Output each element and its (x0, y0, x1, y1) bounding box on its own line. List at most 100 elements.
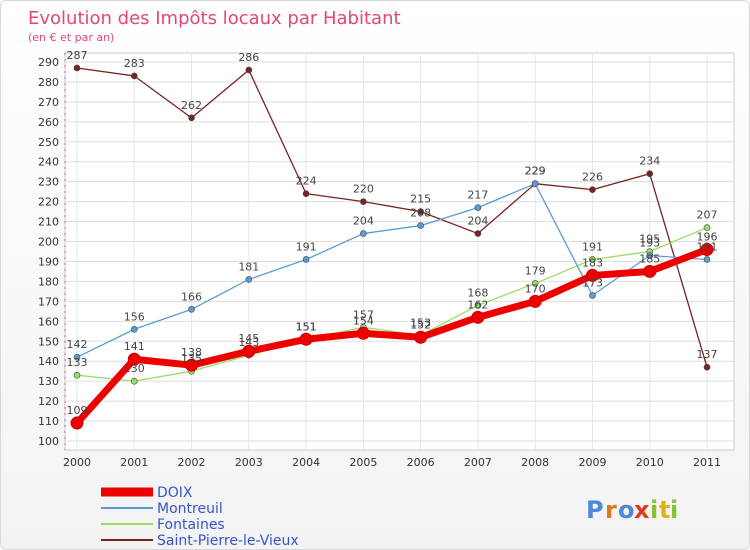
data-label: 156 (124, 310, 145, 323)
y-tick-label: 180 (38, 275, 59, 288)
data-label: 151 (296, 320, 317, 333)
data-label: 283 (124, 57, 145, 70)
x-tick-label: 2010 (636, 456, 664, 469)
data-point (360, 230, 367, 237)
data-point (703, 363, 711, 371)
data-label: 224 (296, 175, 317, 188)
data-label: 138 (181, 346, 202, 359)
x-tick-label: 2009 (578, 456, 606, 469)
data-label: 191 (697, 240, 718, 253)
data-labels: 109 141 138 145 151 154 152 162 170 183 185 196 142 1… (67, 49, 718, 417)
data-point (703, 224, 711, 231)
data-point (474, 230, 482, 237)
data-point (73, 64, 81, 72)
data-label: 135 (181, 352, 202, 365)
y-tick-label: 150 (38, 335, 59, 348)
data-label: 141 (124, 340, 145, 353)
data-label: 145 (238, 332, 259, 345)
y-tick-label: 230 (38, 176, 59, 189)
data-point (73, 371, 81, 379)
data-label: 151 (296, 320, 317, 333)
data-label: 170 (525, 282, 546, 295)
data-label: 153 (410, 316, 431, 329)
data-label: 154 (353, 314, 374, 327)
data-label: 208 (410, 207, 431, 220)
logo-letter: r (605, 496, 617, 524)
series (70, 64, 714, 430)
y-tick-label: 120 (38, 395, 59, 408)
data-point (646, 170, 654, 178)
data-label: 173 (582, 276, 603, 289)
x-tick-label: 2007 (464, 456, 492, 469)
data-point (531, 180, 539, 187)
data-label: 143 (238, 336, 259, 349)
legend-entry: Montreuil (157, 501, 223, 517)
data-label: 204 (467, 215, 488, 228)
data-point (242, 344, 256, 358)
data-label: 226 (582, 171, 603, 184)
data-label: 185 (639, 252, 660, 265)
y-tick-label: 210 (38, 216, 59, 229)
data-point (302, 256, 310, 263)
y-tick-label: 240 (38, 156, 59, 169)
y-tick-label: 160 (38, 315, 59, 328)
data-point (356, 326, 370, 340)
data-label: 168 (467, 286, 488, 299)
data-point (299, 332, 313, 346)
data-label: 157 (353, 308, 374, 321)
data-point (528, 294, 542, 308)
data-point (589, 186, 596, 193)
data-point (414, 330, 428, 344)
data-point (474, 204, 482, 211)
logo-letter: i (650, 496, 658, 524)
data-point (471, 310, 485, 324)
y-tick-label: 170 (38, 295, 59, 308)
data-point (188, 114, 195, 122)
data-label: 220 (353, 183, 374, 196)
logo-letter: x (634, 496, 650, 524)
legend-entry: Saint-Pierre-le-Vieux (157, 533, 299, 549)
data-point (130, 377, 138, 385)
data-label: 234 (639, 155, 660, 168)
y-tick-label: 220 (38, 196, 59, 209)
data-label: 152 (410, 318, 431, 331)
x-tick-label: 2008 (521, 456, 549, 469)
data-label: 162 (467, 298, 488, 311)
data-point (185, 358, 199, 372)
y-tick-label: 200 (38, 236, 59, 249)
data-point (417, 222, 424, 229)
data-label: 287 (67, 49, 88, 62)
x-tick-label: 2006 (407, 456, 435, 469)
data-point (188, 306, 195, 313)
data-label: 217 (467, 189, 488, 202)
data-point (130, 325, 138, 333)
data-point (646, 252, 654, 259)
data-label: 286 (238, 51, 259, 64)
data-point (474, 302, 482, 309)
data-label: 204 (353, 215, 374, 228)
data-label: 193 (639, 236, 660, 249)
data-label: 166 (181, 290, 202, 303)
data-point (302, 190, 310, 197)
series-line-2 (76, 226, 708, 382)
axes: 100 110 120 130 140 150 160 170 180 190 200 210 220 2… (38, 53, 721, 469)
data-point (73, 353, 81, 361)
logo-letter: t (659, 496, 670, 524)
data-label: 133 (67, 356, 88, 369)
data-point (360, 198, 367, 205)
data-point (531, 280, 539, 287)
y-tick-label: 290 (38, 56, 59, 69)
data-label: 137 (697, 348, 718, 361)
series-line-1 (76, 183, 708, 358)
data-point (245, 276, 253, 283)
chart-title: Evolution des Impôts locaux par Habitant (28, 8, 401, 29)
data-label: 183 (582, 256, 603, 269)
data-label: 207 (697, 209, 718, 222)
y-tick-label: 190 (38, 255, 59, 268)
x-tick-label: 2004 (292, 456, 320, 469)
x-tick-label: 2002 (178, 456, 206, 469)
data-label: 130 (124, 362, 145, 375)
chart-subtitle: (en € et par an) (28, 31, 114, 44)
